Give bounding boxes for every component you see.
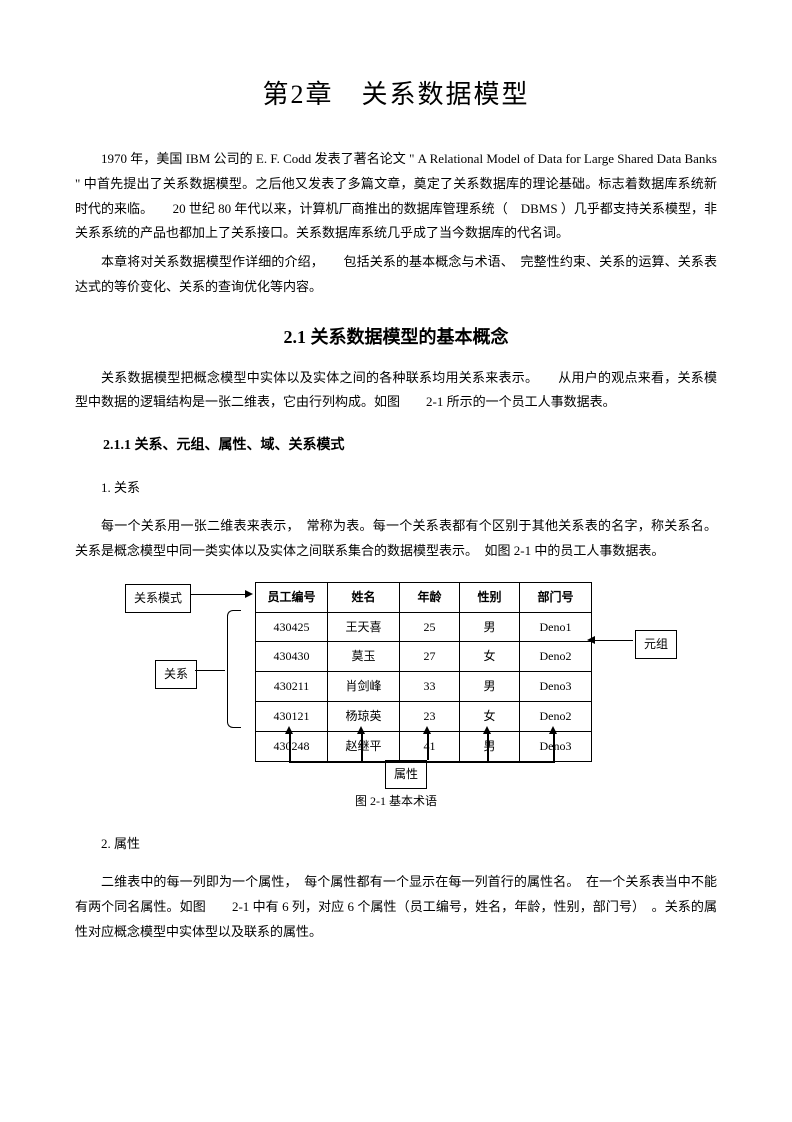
table-cell: Deno1 [520,612,592,642]
annotation-tuple-label: 元组 [635,630,677,659]
table-cell: 430121 [256,701,328,731]
header-age: 年龄 [400,582,460,612]
table-cell: 430430 [256,642,328,672]
table-row: 430248赵继平41男Deno3 [256,731,592,761]
attribute-paragraph: 二维表中的每一列即为一个属性， 每个属性都有一个显示在每一列首行的属性名。 在一… [75,870,717,944]
annotation-attribute-label: 属性 [385,760,427,789]
section-2-1-title: 2.1 关系数据模型的基本概念 [75,320,717,354]
table-cell: 肖剑峰 [328,672,400,702]
relation-heading: 1. 关系 [75,476,717,501]
table-cell: Deno2 [520,701,592,731]
chapter-title: 第2章 关系数据模型 [75,70,717,119]
table-cell: 33 [400,672,460,702]
table-cell: 男 [460,731,520,761]
arrow-attr-connector [289,762,555,764]
table-cell: 杨琼英 [328,701,400,731]
table-cell: 23 [400,701,460,731]
table-cell: 男 [460,612,520,642]
table-cell: 男 [460,672,520,702]
annotation-schema-label: 关系模式 [125,584,191,613]
intro-paragraph-1: 1970 年，美国 IBM 公司的 E. F. Codd 发表了著名论文 " A… [75,147,717,246]
table-cell: 女 [460,701,520,731]
header-employee-id: 员工编号 [256,582,328,612]
header-dept: 部门号 [520,582,592,612]
header-sex: 性别 [460,582,520,612]
table-cell: Deno2 [520,642,592,672]
table-cell: 女 [460,642,520,672]
table-cell: 莫玉 [328,642,400,672]
table-cell: 430425 [256,612,328,642]
relation-paragraph: 每一个关系用一张二维表来表示， 常称为表。每一个关系表都有个区别于其他关系表的名… [75,514,717,563]
table-cell: 赵继平 [328,731,400,761]
table-cell: 430248 [256,731,328,761]
intro-paragraph-2: 本章将对关系数据模型作详细的介绍， 包括关系的基本概念与术语、 完整性约束、关系… [75,250,717,299]
table-row: 430121杨琼英23女Deno2 [256,701,592,731]
arrow-schema-line [191,594,247,596]
table-cell: 27 [400,642,460,672]
figure-caption: 图 2-1 基本术语 [75,790,717,813]
arrow-relation-line [195,670,225,672]
table-cell: 王天喜 [328,612,400,642]
employee-table: 员工编号 姓名 年龄 性别 部门号 430425王天喜25男Deno143043… [255,582,592,762]
header-name: 姓名 [328,582,400,612]
brace-relation-icon [227,610,241,728]
figure-2-1-diagram: 关系模式 关系 元组 属性 员工编号 姓名 年龄 性别 部门号 430425王天… [75,582,717,802]
table-cell: Deno3 [520,672,592,702]
attribute-heading: 2. 属性 [75,832,717,857]
table-row: 430425王天喜25男Deno1 [256,612,592,642]
table-cell: 430211 [256,672,328,702]
annotation-relation-label: 关系 [155,660,197,689]
section-2-1-1-title: 2.1.1 关系、元组、属性、域、关系模式 [75,433,717,460]
table-cell: 41 [400,731,460,761]
arrow-schema-head-icon [245,590,253,598]
arrow-tuple-line [593,640,633,642]
table-row: 430211肖剑峰33男Deno3 [256,672,592,702]
table-cell: 25 [400,612,460,642]
table-cell: Deno3 [520,731,592,761]
table-body: 430425王天喜25男Deno1430430莫玉27女Deno2430211肖… [256,612,592,761]
section-2-1-paragraph: 关系数据模型把概念模型中实体以及实体之间的各种联系均用关系来表示。 从用户的观点… [75,366,717,415]
table-header-row: 员工编号 姓名 年龄 性别 部门号 [256,582,592,612]
table-row: 430430莫玉27女Deno2 [256,642,592,672]
